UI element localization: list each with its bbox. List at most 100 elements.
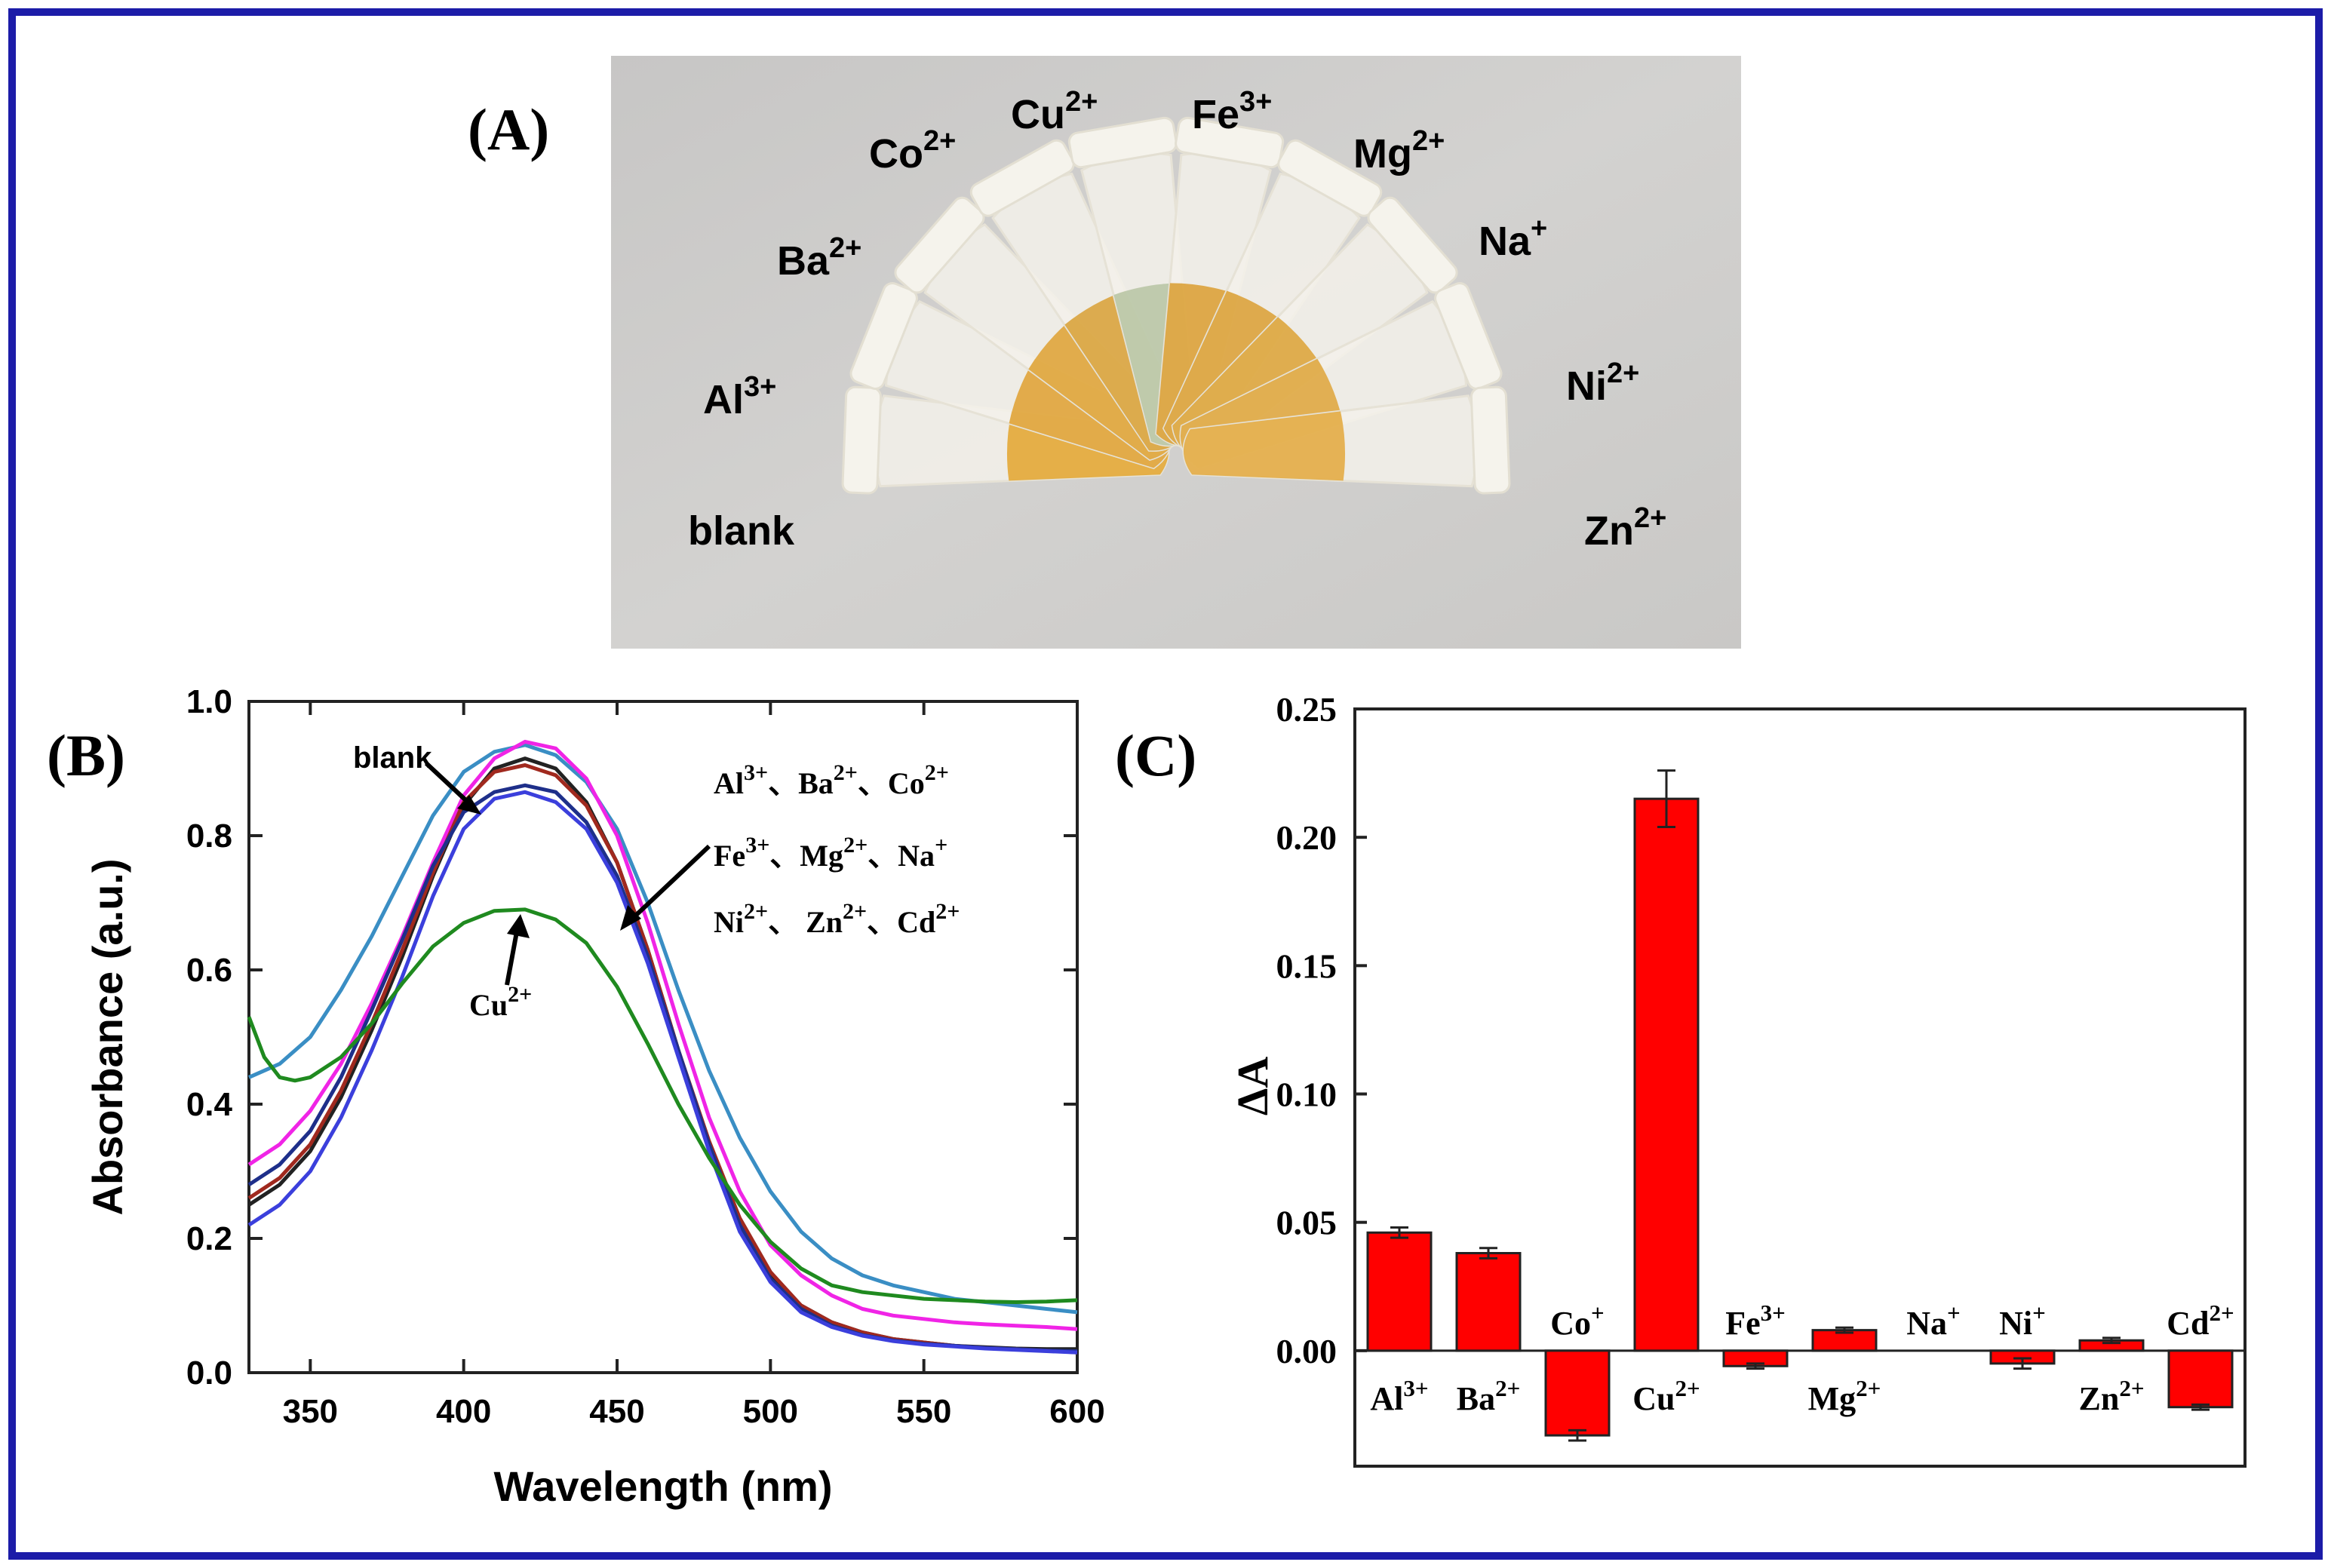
bar	[1544, 1349, 1611, 1437]
plot-frame-b	[247, 700, 1079, 1374]
c-category-label-sup: 2+	[1675, 1375, 1700, 1401]
c-category-label: Mg2+	[1808, 1375, 1881, 1417]
c-category-label: Na+	[1906, 1300, 1960, 1342]
tube-label: blank	[688, 508, 795, 554]
b-y-axis-label: Absorbance (a.u.)	[84, 859, 131, 1216]
arrow-cu	[505, 927, 520, 986]
b-x-tick-label: 600	[1049, 1393, 1104, 1430]
c-category-label-base: Ni	[1999, 1305, 2032, 1342]
b-x-tick-label: 350	[283, 1393, 338, 1430]
c-category-label-base: Cu	[1632, 1380, 1675, 1417]
arrow-ions	[627, 844, 711, 924]
c-category-label-base: Co	[1550, 1305, 1591, 1342]
annot-blank: blank	[353, 741, 432, 775]
panel-a-label: (A)	[468, 97, 549, 162]
panel-b-label: (B)	[47, 723, 125, 788]
c-category-label: Zn2+	[2079, 1375, 2145, 1417]
c-category-label-base: Fe	[1725, 1305, 1760, 1342]
tube-label: Co2+	[869, 125, 956, 176]
c-category-label-sup: 3+	[1761, 1300, 1786, 1326]
tube-label-sup: 2+	[1607, 357, 1639, 389]
bar	[2167, 1349, 2234, 1409]
tube-label-sup: 3+	[744, 371, 776, 403]
arrowhead-cu	[507, 914, 530, 938]
plot-frame-c	[1353, 707, 2247, 1468]
series-line-magenta	[247, 739, 1078, 1331]
b-y-tick-label: 0.6	[186, 952, 232, 989]
b-x-tick-label: 450	[589, 1393, 644, 1430]
c-category-label-sup: 3+	[1403, 1375, 1428, 1401]
b-ticks: 350 400 450 500 550 600 0.0 0.2 0.4 0.6 0.8 1.0	[186, 683, 1105, 1430]
tube-label: Ba2+	[777, 232, 861, 284]
arrow-blank	[424, 761, 474, 808]
c-y-axis-label: ΔA	[1228, 1057, 1277, 1115]
tube-label-base: Co	[869, 131, 923, 176]
b-y-tick-label: 0.8	[186, 818, 232, 855]
c-ticks: 0.00 0.05 0.10 0.15 0.20 0.25	[1276, 690, 1367, 1370]
c-category-label: Cd2+	[2167, 1300, 2234, 1342]
tube-label: Na+	[1479, 213, 1547, 264]
c-category-label-sup: +	[1591, 1300, 1605, 1326]
tube-label-sup: 2+	[1634, 502, 1666, 534]
c-category-label-sup: +	[2032, 1300, 2046, 1326]
c-category-label-base: Na	[1906, 1305, 1947, 1342]
c-category-label-base: Cd	[2167, 1305, 2209, 1342]
series-line-steelblue	[247, 743, 1078, 1315]
c-category-label-base: Zn	[2079, 1380, 2120, 1417]
tube-cap	[1434, 282, 1503, 390]
c-category-label-sup: +	[1947, 1300, 1961, 1326]
c-category-label: Ni+	[1999, 1300, 2046, 1342]
tube-label: Al3+	[703, 371, 776, 422]
annot-ions-line3: Ni2+、 Zn2+、Cd2+	[714, 899, 960, 939]
c-y-tick-label: 0.20	[1276, 818, 1337, 857]
tube-label-base: Zn	[1584, 508, 1634, 554]
b-x-tick-label: 500	[743, 1393, 798, 1430]
bar	[1633, 797, 1700, 1352]
tube-label-sup: +	[1531, 213, 1547, 244]
delta-a-chart: 0.000.050.100.150.200.25 Al3+ Ba2+Co+Cu2+…	[1228, 690, 2247, 1468]
b-x-tick-label: 550	[896, 1393, 951, 1430]
c-category-label: Co+	[1550, 1300, 1604, 1342]
series-line-green	[247, 907, 1078, 1304]
tube-cap	[1067, 116, 1178, 169]
b-x-tick-label: 400	[436, 1393, 491, 1430]
tube-label-base: Ni	[1566, 364, 1607, 409]
tube-cap	[969, 139, 1075, 217]
tube-cap	[1367, 196, 1458, 294]
bar	[1366, 1231, 1433, 1352]
c-y-tick-label: 0.05	[1276, 1204, 1337, 1242]
tube-cap	[1277, 139, 1383, 217]
tube-cap	[894, 196, 985, 294]
tube	[1182, 385, 1511, 495]
tube-label: Cu2+	[1011, 86, 1098, 137]
tube-cap	[849, 282, 918, 390]
series-line-royalblue	[247, 790, 1078, 1355]
b-y-tick-label: 0.0	[186, 1355, 232, 1392]
tube-label-sup: 2+	[829, 232, 861, 264]
b-y-tick-label: 0.4	[186, 1086, 233, 1123]
tube-label: Fe3+	[1192, 86, 1272, 137]
tube-label-sup: 3+	[1239, 86, 1272, 118]
c-bars: Al3+ Ba2+Co+Cu2+Fe3+Mg2+Na+ Ni+Zn2+Cd2+	[1366, 769, 2234, 1442]
c-y-tick-label: 0.15	[1276, 947, 1337, 985]
c-category-label-base: Mg	[1808, 1380, 1857, 1417]
c-category-label-base: Ba	[1457, 1380, 1495, 1417]
tube-label-base: Mg	[1353, 131, 1412, 176]
tube-liquid	[1183, 411, 1346, 481]
tube-label-base: Ba	[777, 238, 830, 284]
tube-cap	[841, 385, 883, 495]
tube-label-base: blank	[688, 508, 795, 554]
c-category-label-sup: 2+	[2119, 1375, 2144, 1401]
c-category-label: Al3+	[1370, 1375, 1428, 1417]
tube-label-base: Al	[703, 377, 744, 422]
tube-cap	[1470, 385, 1511, 495]
tube-label-sup: 2+	[923, 125, 956, 157]
c-category-label: Cu2+	[1632, 1375, 1700, 1417]
tube-label-base: Na	[1479, 219, 1531, 264]
bar	[1455, 1252, 1522, 1352]
tube-label: Zn2+	[1584, 502, 1666, 554]
c-category-label-sup: 2+	[2210, 1300, 2234, 1326]
